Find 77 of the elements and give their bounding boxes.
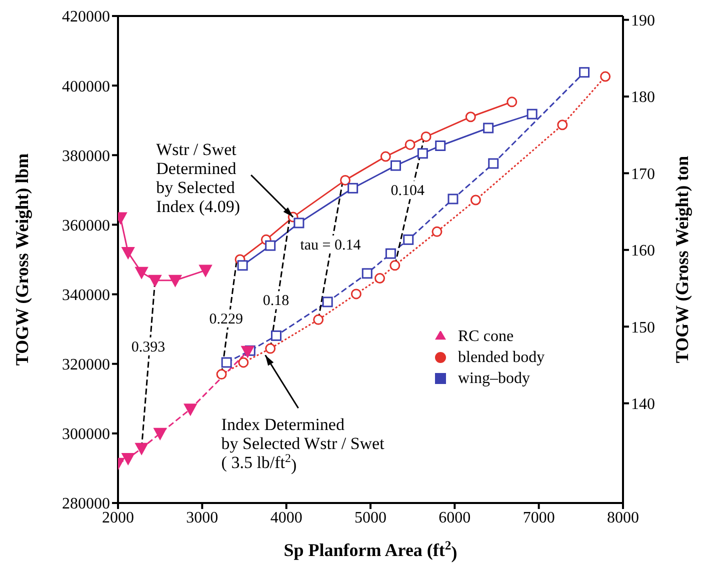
point: [265, 343, 276, 354]
point: [199, 264, 212, 277]
point: [238, 357, 249, 368]
point: [385, 248, 396, 259]
point: [404, 139, 416, 150]
point: [483, 122, 494, 134]
point: [221, 357, 232, 368]
point: [579, 67, 590, 78]
y2-tick-label: 140: [631, 396, 655, 413]
point: [340, 174, 350, 186]
annotation: 0.229: [209, 311, 243, 328]
point: [488, 158, 499, 169]
point: [168, 274, 182, 287]
point: [154, 428, 167, 440]
point: [374, 273, 386, 284]
legend-label: RC cone: [458, 328, 514, 344]
point: [390, 160, 401, 171]
y2-tick-label: 160: [631, 242, 655, 260]
y-tick-label: 360000: [62, 217, 110, 234]
x-tick-label: 8000: [607, 509, 639, 526]
point: [390, 260, 400, 271]
point: [417, 148, 428, 159]
y2-tick-label: 150: [631, 319, 655, 336]
y2-axis-title: TOGW (Gross Weight) ton: [672, 156, 692, 364]
annotation: 0.104: [390, 183, 426, 200]
point: [265, 240, 276, 251]
y2-tick-label: 170: [631, 166, 655, 183]
legend-label: wing–body: [458, 370, 530, 386]
y2-tick-label: 190: [631, 12, 655, 30]
annotation: 0.18: [262, 293, 290, 310]
point: [506, 96, 518, 108]
y-tick-label: 420000: [62, 8, 110, 26]
legend-label: blended body: [458, 348, 545, 366]
x-tick-label: 3000: [186, 509, 218, 526]
y-tick-label: 300000: [62, 426, 110, 444]
point: [241, 346, 254, 358]
point: [557, 120, 568, 130]
x-tick-label: 4000: [270, 509, 302, 526]
point: [184, 404, 197, 416]
y2-tick-label: 180: [631, 89, 655, 106]
x-axis-title: Sp Planform Area (ft$^{2}$): [284, 538, 458, 563]
point: [294, 218, 304, 228]
point: [322, 296, 333, 308]
x-tick-label: 7000: [522, 509, 555, 526]
point: [448, 194, 458, 204]
annotation: 0.393: [131, 339, 166, 356]
point: [135, 442, 148, 455]
point: [470, 194, 481, 206]
point: [420, 131, 432, 142]
point: [380, 151, 391, 162]
point: [237, 260, 248, 271]
y-tick-label: 320000: [62, 356, 110, 374]
point: [350, 288, 362, 300]
y-tick-label: 400000: [62, 78, 110, 96]
annotation: Index Determined by Selected Wstr / Swet ( 3.5 lb/ft$^{2}$): [221, 415, 385, 475]
y-tick-label: 340000: [62, 286, 110, 304]
point: [135, 266, 148, 279]
point: [432, 226, 442, 237]
point: [270, 330, 282, 341]
annotation: Wstr / Swet Determined by Selected Index (4.09): [156, 140, 240, 216]
y-axis-title: TOGW (Gross Weight) lbm: [12, 153, 32, 366]
point: [435, 140, 446, 151]
point: [600, 71, 611, 82]
point: [122, 452, 135, 465]
point: [465, 112, 476, 122]
point: [403, 234, 414, 245]
point: [348, 182, 358, 194]
point: [148, 274, 162, 287]
x-tick-label: 5000: [354, 509, 386, 526]
point: [122, 247, 135, 260]
point: [216, 369, 227, 380]
point: [526, 108, 538, 120]
y-tick-label: 380000: [62, 148, 110, 165]
point: [313, 314, 324, 325]
point: [362, 268, 372, 279]
annotation: tau = 0.14: [300, 237, 362, 254]
x-tick-label: 6000: [438, 509, 471, 526]
